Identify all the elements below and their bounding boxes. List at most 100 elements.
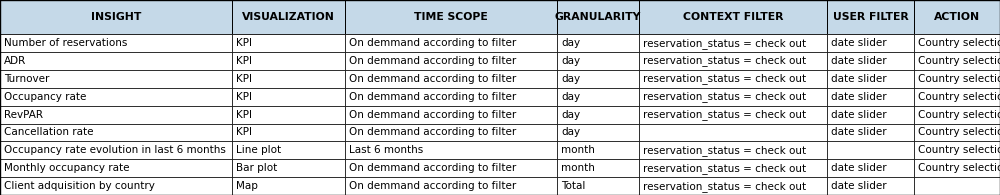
Text: reservation_status = check out: reservation_status = check out [643, 56, 806, 66]
Text: reservation_status = check out: reservation_status = check out [643, 91, 806, 102]
Bar [557, 88, 639, 106]
Text: Country selection: Country selection [918, 38, 1000, 48]
Text: day: day [561, 128, 580, 137]
Bar [0, 70, 232, 88]
Text: date slider: date slider [831, 110, 887, 120]
Bar [914, 177, 1000, 195]
Text: Client adquisition by country: Client adquisition by country [4, 181, 155, 191]
Bar [827, 88, 914, 106]
Bar [557, 70, 639, 88]
Text: KPI: KPI [236, 128, 252, 137]
Bar [345, 70, 557, 88]
Text: date slider: date slider [831, 163, 887, 173]
Bar [232, 106, 345, 123]
Text: reservation_status = check out: reservation_status = check out [643, 145, 806, 156]
Bar [345, 34, 557, 52]
Bar [232, 52, 345, 70]
Text: On demmand according to filter: On demmand according to filter [349, 163, 516, 173]
Bar [827, 177, 914, 195]
Text: Line plot: Line plot [236, 145, 281, 155]
Bar [639, 88, 827, 106]
Bar [232, 34, 345, 52]
Bar [914, 34, 1000, 52]
Bar [914, 88, 1000, 106]
Bar [639, 159, 827, 177]
Bar [827, 106, 914, 123]
Bar [0, 159, 232, 177]
Text: KPI: KPI [236, 56, 252, 66]
Text: CONTEXT FILTER: CONTEXT FILTER [683, 12, 783, 22]
Text: Country selection: Country selection [918, 74, 1000, 84]
Bar [345, 141, 557, 159]
Bar [345, 88, 557, 106]
Text: Country selection: Country selection [918, 92, 1000, 102]
Text: day: day [561, 74, 580, 84]
Text: RevPAR: RevPAR [4, 110, 43, 120]
Bar [0, 88, 232, 106]
Text: Turnover: Turnover [4, 74, 49, 84]
Bar [914, 70, 1000, 88]
Bar [639, 177, 827, 195]
Text: date slider: date slider [831, 128, 887, 137]
Bar [232, 88, 345, 106]
Text: On demmand according to filter: On demmand according to filter [349, 74, 516, 84]
Text: reservation_status = check out: reservation_status = check out [643, 109, 806, 120]
Bar [232, 177, 345, 195]
Text: reservation_status = check out: reservation_status = check out [643, 181, 806, 191]
Bar [0, 34, 232, 52]
Bar [639, 141, 827, 159]
Text: KPI: KPI [236, 92, 252, 102]
Bar [0, 52, 232, 70]
Bar [345, 123, 557, 141]
Text: Bar plot: Bar plot [236, 163, 277, 173]
Text: date slider: date slider [831, 38, 887, 48]
Bar [232, 141, 345, 159]
Bar [827, 70, 914, 88]
Bar [639, 70, 827, 88]
Bar [0, 106, 232, 123]
Text: Last 6 months: Last 6 months [349, 145, 423, 155]
Text: KPI: KPI [236, 110, 252, 120]
Text: On demmand according to filter: On demmand according to filter [349, 92, 516, 102]
Text: ADR: ADR [4, 56, 26, 66]
Text: On demmand according to filter: On demmand according to filter [349, 56, 516, 66]
Bar [827, 123, 914, 141]
Text: On demmand according to filter: On demmand according to filter [349, 128, 516, 137]
Text: VISUALIZATION: VISUALIZATION [242, 12, 335, 22]
Bar [0, 177, 232, 195]
Text: Country selection: Country selection [918, 163, 1000, 173]
Text: Occupancy rate: Occupancy rate [4, 92, 86, 102]
Text: On demmand according to filter: On demmand according to filter [349, 181, 516, 191]
Bar [557, 141, 639, 159]
Text: On demmand according to filter: On demmand according to filter [349, 38, 516, 48]
Text: date slider: date slider [831, 56, 887, 66]
Bar [914, 0, 1000, 34]
Bar [827, 34, 914, 52]
Bar [0, 141, 232, 159]
Text: Country selection: Country selection [918, 145, 1000, 155]
Text: KPI: KPI [236, 38, 252, 48]
Bar [345, 106, 557, 123]
Text: TIME SCOPE: TIME SCOPE [414, 12, 488, 22]
Bar [557, 34, 639, 52]
Text: month: month [561, 163, 595, 173]
Bar [0, 0, 232, 34]
Text: date slider: date slider [831, 92, 887, 102]
Bar [232, 123, 345, 141]
Text: date slider: date slider [831, 74, 887, 84]
Text: Country selection: Country selection [918, 110, 1000, 120]
Text: Total: Total [561, 181, 585, 191]
Text: reservation_status = check out: reservation_status = check out [643, 38, 806, 49]
Bar [914, 159, 1000, 177]
Bar [557, 0, 639, 34]
Text: reservation_status = check out: reservation_status = check out [643, 73, 806, 84]
Text: ACTION: ACTION [934, 12, 980, 22]
Text: day: day [561, 110, 580, 120]
Text: Number of reservations: Number of reservations [4, 38, 127, 48]
Bar [827, 159, 914, 177]
Text: Country selection: Country selection [918, 56, 1000, 66]
Bar [639, 34, 827, 52]
Bar [557, 159, 639, 177]
Bar [639, 123, 827, 141]
Text: reservation_status = check out: reservation_status = check out [643, 163, 806, 174]
